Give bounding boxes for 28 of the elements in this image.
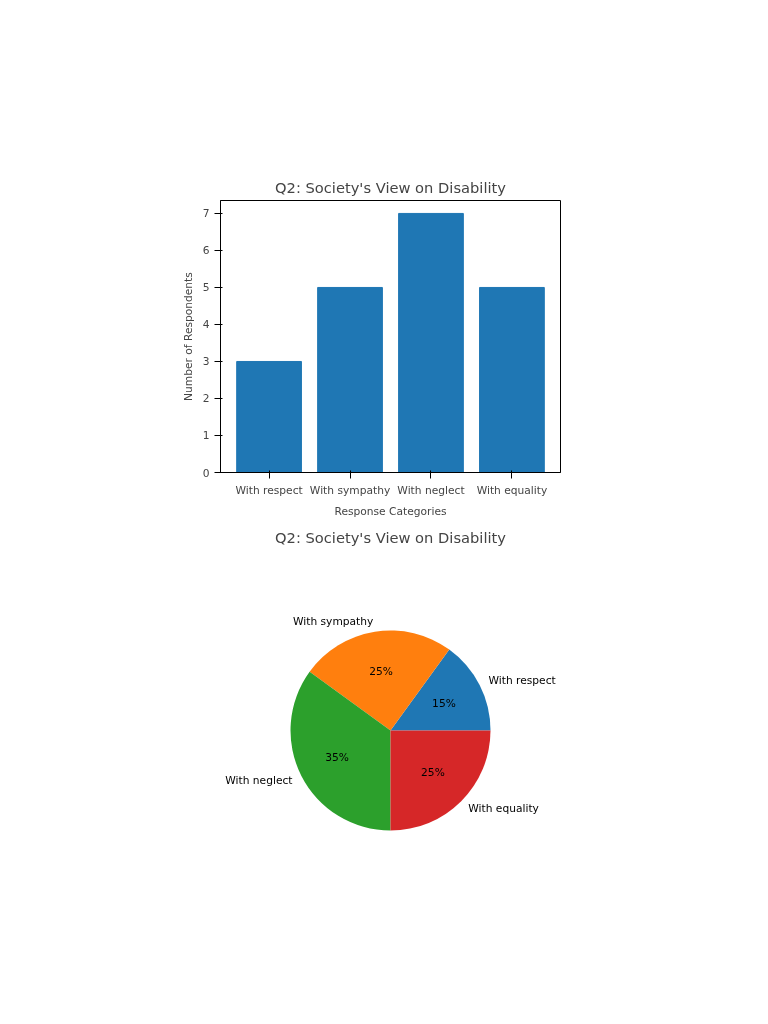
slice-label: With sympathy [292, 615, 374, 629]
bar [398, 212, 464, 473]
x-axis-title: Response Categories [334, 504, 447, 518]
x-tick-label: With neglect [397, 483, 465, 497]
y-tick-label: 0 [202, 466, 210, 480]
y-tick-label: 4 [202, 318, 210, 332]
y-tick-label: 2 [202, 392, 210, 406]
data-label: 15% [432, 696, 456, 710]
y-axis-title: Number of Respondents [181, 271, 195, 401]
bar [479, 286, 545, 473]
slice-label: With equality [468, 801, 539, 815]
y-tick-label: 5 [202, 281, 210, 295]
data-label: 25% [421, 766, 445, 780]
y-tick-label: 3 [202, 355, 210, 369]
slice-label: With neglect [225, 773, 293, 787]
y-tick-label: 1 [202, 429, 210, 443]
x-tick-label: With equality [476, 483, 548, 497]
y-tick-label: 6 [202, 244, 210, 258]
y-tick-label: 7 [202, 207, 210, 221]
chart-title: Q2: Society's View on Disability [275, 178, 507, 196]
data-label: 25% [369, 664, 393, 678]
x-tick-label: With sympathy [309, 483, 391, 497]
slice-label: With respect [488, 674, 556, 688]
chart-title: Q2: Society's View on Disability [275, 528, 507, 546]
data-label: 35% [325, 751, 349, 765]
bar [317, 286, 383, 473]
bar [236, 360, 302, 473]
x-tick-label: With respect [235, 483, 303, 497]
